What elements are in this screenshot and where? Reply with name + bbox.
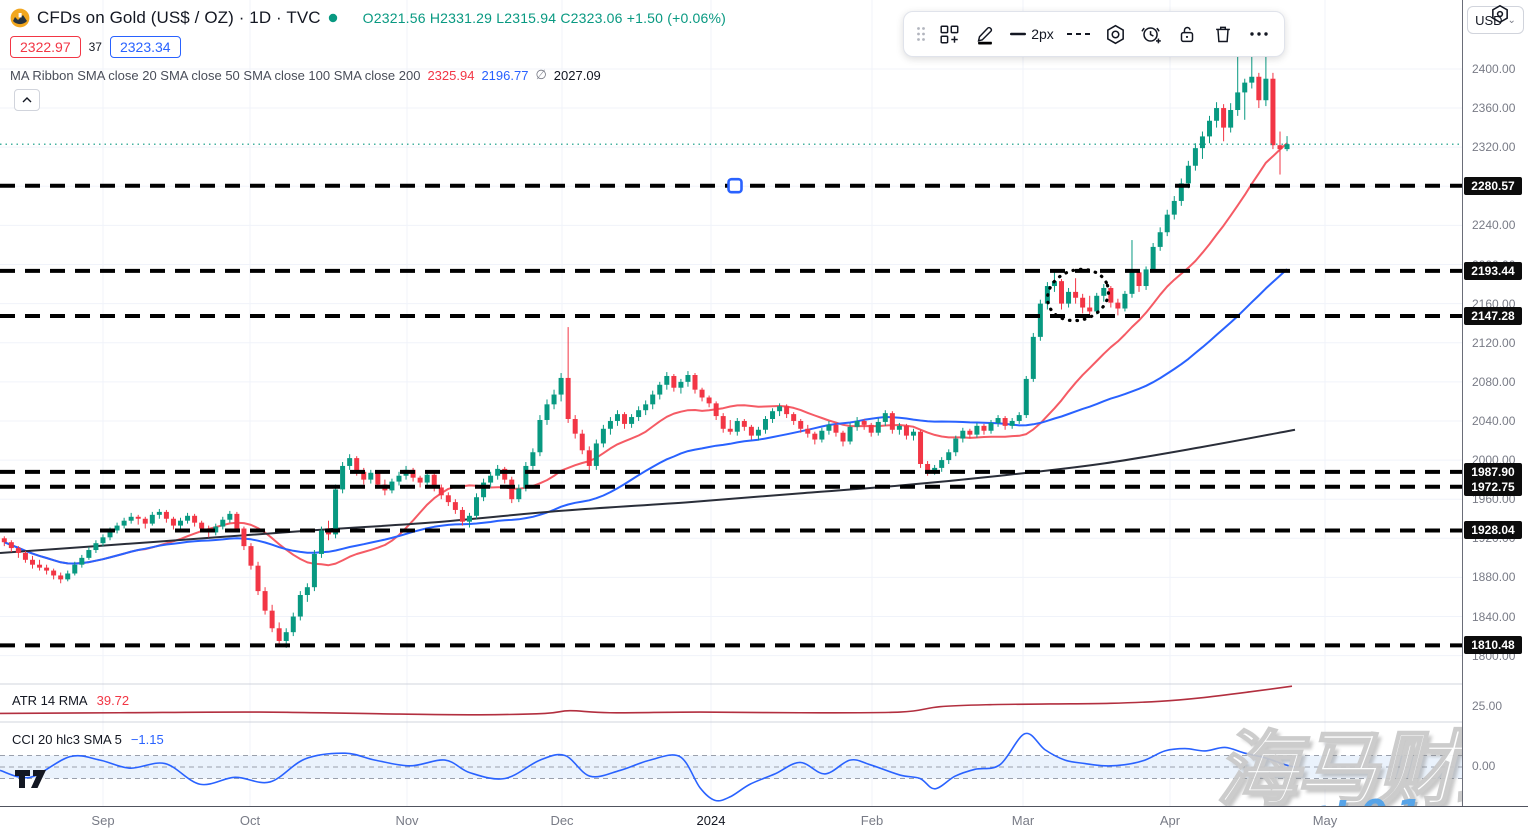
spread-value: 37 bbox=[88, 40, 102, 54]
toolbar-drag-handle[interactable] bbox=[914, 18, 928, 50]
currency-label: USD bbox=[1475, 12, 1503, 28]
sma200-value: 2027.09 bbox=[553, 67, 601, 83]
cci-label: CCI 20 hlc3 SMA 5 bbox=[12, 732, 122, 747]
price-tick: 2040.00 bbox=[1472, 413, 1516, 428]
candlestick-series bbox=[1, 38, 1290, 648]
ohlc-values: O2321.56 H2331.29 L2315.94 C2323.06 +1.5… bbox=[362, 10, 727, 26]
legend-collapse-button[interactable] bbox=[14, 89, 40, 111]
atr-label: ATR 14 RMA bbox=[12, 693, 88, 708]
cci-tick: 0.00 bbox=[1472, 759, 1496, 773]
price-tick: 1880.00 bbox=[1472, 570, 1516, 585]
time-axis-label[interactable]: Mar bbox=[1011, 813, 1035, 828]
price-tick: 2400.00 bbox=[1472, 61, 1516, 76]
ma-ribbon-label: MA Ribbon SMA close 20 SMA close 50 SMA … bbox=[10, 67, 421, 83]
line-style-icon[interactable] bbox=[1064, 18, 1094, 50]
time-axis-label[interactable]: Feb bbox=[860, 813, 884, 828]
delete-icon[interactable] bbox=[1208, 18, 1238, 50]
time-axis-label[interactable]: Apr bbox=[1159, 813, 1181, 828]
lock-icon[interactable] bbox=[1172, 18, 1202, 50]
level-price-badge: 1810.48 bbox=[1464, 636, 1522, 655]
time-axis-label[interactable]: Nov bbox=[395, 813, 419, 828]
ellipse-drawing bbox=[1045, 267, 1111, 323]
market-status-icon[interactable] bbox=[328, 13, 338, 23]
line-color-icon[interactable] bbox=[970, 18, 1000, 50]
time-axis-label[interactable]: Oct bbox=[239, 813, 261, 828]
time-axis-label[interactable]: Sep bbox=[91, 813, 115, 828]
sma50-value: 2196.77 bbox=[481, 67, 529, 83]
bid-price-button[interactable]: 2322.97 bbox=[10, 36, 81, 58]
cci-value: −1.15 bbox=[130, 732, 164, 747]
settings-icon[interactable] bbox=[1100, 18, 1130, 50]
price-tick: 2360.00 bbox=[1472, 101, 1516, 116]
time-axis-label[interactable]: 2024 bbox=[696, 813, 726, 828]
sma20-line bbox=[3, 142, 1288, 567]
atr-line bbox=[0, 685, 1293, 716]
drawing-toolbar: 2px bbox=[903, 11, 1285, 57]
price-tick: 2120.00 bbox=[1472, 335, 1516, 350]
price-tick: 1840.00 bbox=[1472, 609, 1516, 624]
level-price-badge: 2147.28 bbox=[1464, 307, 1522, 326]
atr-value: 39.72 bbox=[96, 693, 130, 708]
ask-price-button[interactable]: 2323.34 bbox=[109, 36, 181, 58]
symbol-title[interactable]: CFDs on Gold (US$ / OZ) · 1D · TVC bbox=[37, 8, 321, 27]
atr-tick: 25.00 bbox=[1472, 699, 1503, 713]
line-width-button[interactable]: 2px bbox=[1006, 18, 1058, 50]
time-axis-label[interactable]: May bbox=[1312, 813, 1338, 828]
ma-ribbon-row[interactable]: MA Ribbon SMA close 20 SMA close 50 SMA … bbox=[10, 67, 726, 83]
sma20-value: 2325.94 bbox=[427, 67, 475, 83]
time-axis[interactable]: Sep Oct Nov Dec 2024 Feb Mar Apr May bbox=[0, 806, 1528, 834]
symbol-row[interactable]: CFDs on Gold (US$ / OZ) · 1D · TVC O2321… bbox=[10, 8, 726, 28]
time-axis-settings-icon[interactable] bbox=[1489, 3, 1511, 25]
level-price-badge: 1972.75 bbox=[1464, 477, 1522, 496]
level-price-badge: 2280.57 bbox=[1464, 176, 1522, 195]
price-tick: 2080.00 bbox=[1472, 374, 1516, 389]
tradingview-logo[interactable] bbox=[14, 767, 50, 791]
price-tick: 2320.00 bbox=[1472, 140, 1516, 155]
line-width-label: 2px bbox=[1031, 26, 1054, 42]
price-chart-canvas[interactable] bbox=[0, 0, 1462, 806]
price-tick: 2240.00 bbox=[1472, 218, 1516, 233]
level-price-badge: 1987.90 bbox=[1464, 462, 1522, 481]
price-axis[interactable]: USD ⌄ 2400.002360.002320.002280.002240.0… bbox=[1462, 0, 1528, 806]
add-alert-icon[interactable] bbox=[1136, 18, 1166, 50]
symbol-logo-icon bbox=[10, 8, 30, 28]
chevron-down-icon: ⌄ bbox=[1507, 14, 1516, 26]
sma50-line bbox=[3, 268, 1288, 565]
level-price-badge: 1928.04 bbox=[1464, 521, 1522, 540]
cci-line bbox=[0, 732, 1296, 802]
bid-ask-row: 2322.97 37 2323.34 bbox=[10, 36, 726, 58]
level-price-badge: 2193.44 bbox=[1464, 261, 1522, 280]
more-options-icon[interactable] bbox=[1244, 18, 1274, 50]
chart-legend: CFDs on Gold (US$ / OZ) · 1D · TVC O2321… bbox=[10, 8, 726, 83]
drawing-anchor-handle[interactable] bbox=[727, 177, 743, 194]
time-axis-label[interactable]: Dec bbox=[550, 813, 574, 828]
atr-pane-legend[interactable]: ATR 14 RMA 39.72 bbox=[12, 693, 129, 708]
sma100-hidden-icon: ∅ bbox=[535, 67, 547, 82]
cci-pane-legend[interactable]: CCI 20 hlc3 SMA 5 −1.15 bbox=[12, 732, 164, 747]
drawing-templates-icon[interactable] bbox=[934, 18, 964, 50]
sma200-line bbox=[0, 428, 1296, 554]
